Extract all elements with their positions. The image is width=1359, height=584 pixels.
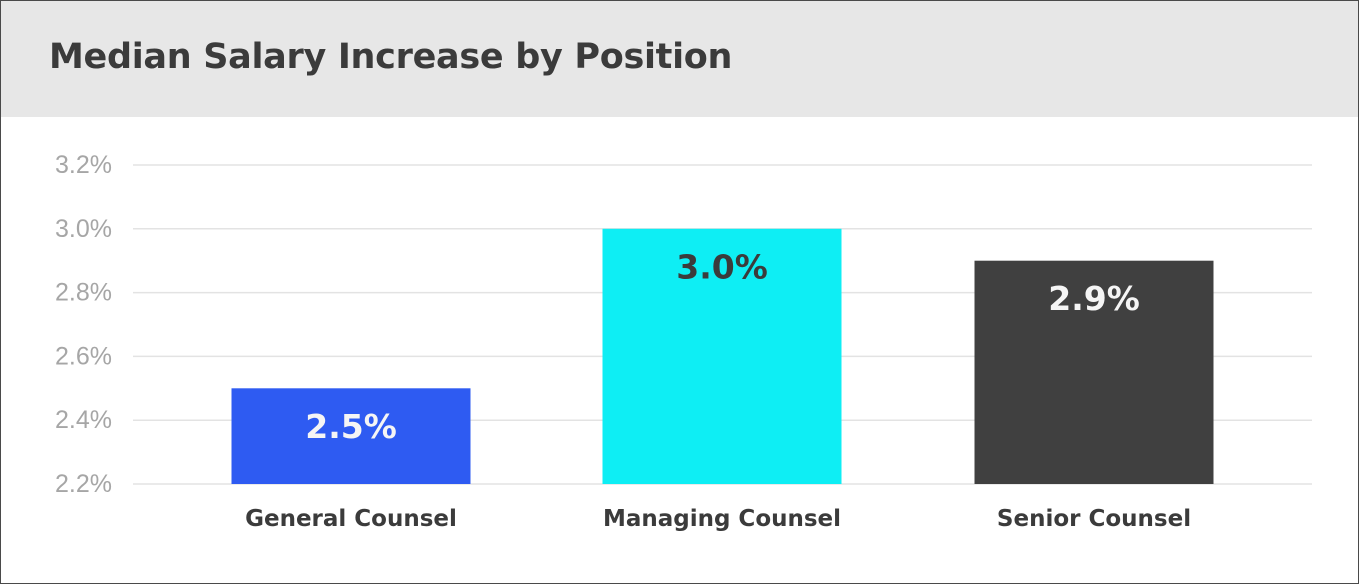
bar-senior-counsel [974,260,1214,484]
y-tick-label: 2.4% [55,406,112,434]
chart-title: Median Salary Increase by Position [49,37,733,77]
data-label: 2.5% [305,407,397,446]
bar-general-counsel [231,388,471,484]
x-category-label: Managing Counsel [603,506,841,532]
y-tick-label: 3.2% [55,151,112,179]
y-tick-label: 3.0% [55,215,112,243]
data-label: 2.9% [1048,279,1140,318]
x-category-label: General Counsel [245,506,457,532]
x-category-label: Senior Counsel [997,506,1191,532]
y-tick-label: 2.8% [55,279,112,307]
y-tick-label: 2.6% [55,342,112,370]
data-label: 3.0% [676,247,768,286]
chart-header: Median Salary Increase by Position [1,1,1358,117]
bar-managing-counsel [602,228,842,484]
y-tick-label: 2.2% [55,470,112,498]
